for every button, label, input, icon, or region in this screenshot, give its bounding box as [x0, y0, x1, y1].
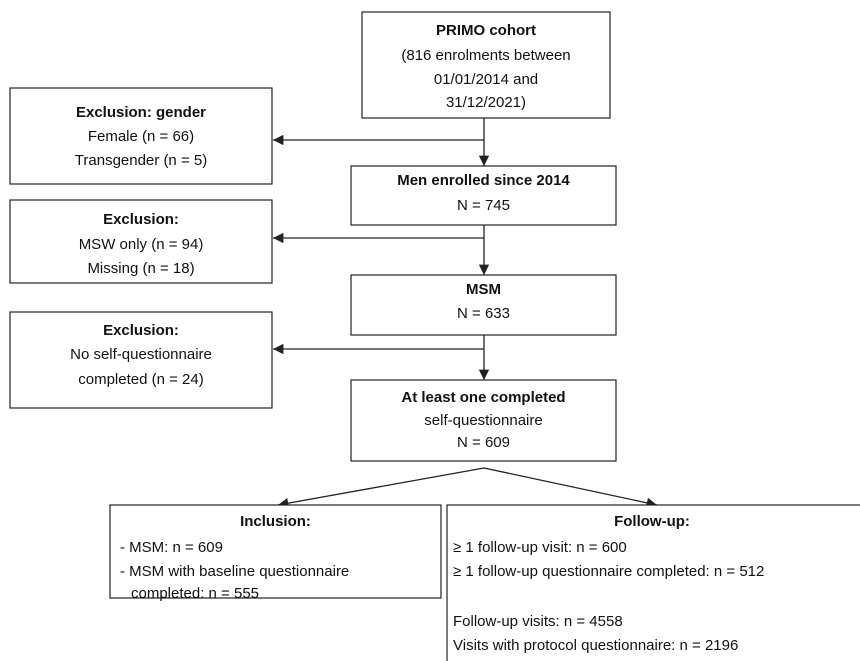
node-box: [109, 504, 442, 599]
node-title: Men enrolled since 2014: [397, 172, 570, 189]
node-box: [350, 165, 617, 226]
node: Exclusion: No self-questionnaire completed…: [9, 311, 273, 409]
node: Inclusion: - MSM: n = 609 - MSM with basel…: [109, 504, 442, 602]
node-line: N = 745: [457, 197, 510, 214]
node-line: completed: n = 555: [131, 585, 259, 602]
node-line: Transgender (n = 5): [75, 152, 207, 169]
node: Exclusion: gender Female (n = 66) Transgen…: [9, 87, 273, 185]
node-line: ≥ 1 follow-up questionnaire completed: n…: [453, 563, 764, 580]
node-box: [350, 379, 617, 462]
node-line: No self-questionnaire: [70, 346, 212, 363]
node-line: Missing (n = 18): [87, 260, 194, 277]
node-box: [446, 504, 860, 661]
node-box: [350, 274, 617, 336]
node-line: - MSM with baseline questionnaire: [120, 563, 349, 580]
node: Follow-up: ≥ 1 follow-up visit: n = 600 ≥ …: [446, 504, 860, 661]
node-line: MSW only (n = 94): [79, 236, 204, 253]
node-title: Inclusion:: [240, 513, 311, 530]
node: Men enrolled since 2014 N = 745: [350, 165, 617, 226]
node-line: Visits with protocol questionnaire: n = …: [453, 637, 738, 654]
node-title: Exclusion: gender: [76, 104, 206, 121]
arrow: [483, 467, 658, 508]
node-line: completed (n = 24): [78, 371, 204, 388]
node-title: Exclusion:: [103, 211, 179, 228]
connectors: [273, 118, 658, 509]
node-title: Exclusion:: [103, 322, 179, 339]
node-title: MSM: [466, 281, 501, 298]
node-line: 01/01/2014 and: [434, 71, 538, 88]
node-line: 31/12/2021): [446, 94, 526, 111]
node-line: - MSM: n = 609: [120, 539, 223, 556]
node-line: (816 enrolments between: [401, 47, 570, 64]
node-line: N = 609: [457, 434, 510, 451]
node-box: [9, 311, 273, 409]
node: PRIMO cohort (816 enrolments between 01/01…: [361, 11, 611, 119]
node: Exclusion: MSW only (n = 94) Missing (n = …: [9, 199, 273, 284]
node-line: Female (n = 66): [88, 128, 194, 145]
arrow: [277, 467, 485, 509]
node-box: [361, 11, 611, 119]
node-box: [9, 199, 273, 284]
node: At least one completed self-questionnaire…: [350, 379, 617, 462]
node: MSM N = 633: [350, 274, 617, 336]
node-line: N = 633: [457, 305, 510, 322]
node-line: ≥ 1 follow-up visit: n = 600: [453, 539, 627, 556]
node-line: self-questionnaire: [424, 412, 542, 429]
node-title: PRIMO cohort: [436, 22, 536, 39]
node-title: At least one completed: [401, 389, 565, 406]
node-line: Follow-up visits: n = 4558: [453, 613, 623, 630]
node-title: Follow-up:: [614, 513, 690, 530]
node-box: [9, 87, 273, 185]
